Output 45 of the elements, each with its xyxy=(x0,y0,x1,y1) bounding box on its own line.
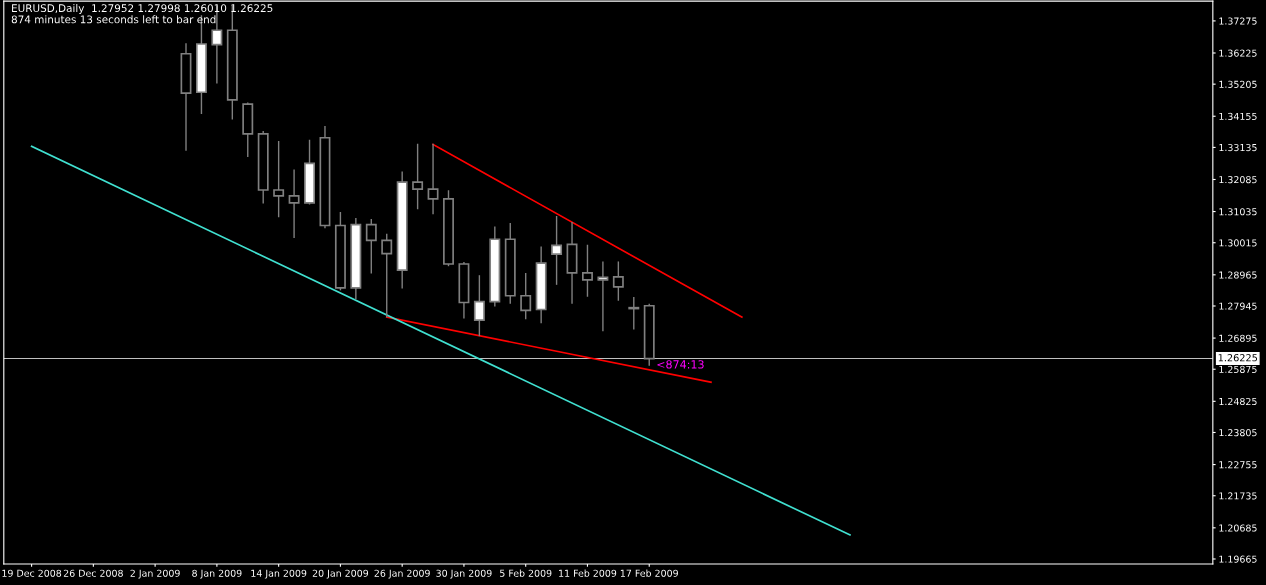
y-tick-label: 1.34155 xyxy=(1219,112,1257,120)
y-tick-label: 1.36225 xyxy=(1219,49,1257,57)
candlestick xyxy=(427,143,439,215)
y-tick-label: 1.22755 xyxy=(1219,461,1257,469)
x-tick-label: 20 Jan 2009 xyxy=(312,569,369,579)
y-tick-label: 1.19665 xyxy=(1219,555,1257,563)
text: 874 minutes 13 seconds left to bar end xyxy=(11,15,216,24)
x-tick-label: 26 Jan 2009 xyxy=(374,569,430,579)
y-tick-label: 1.26895 xyxy=(1219,334,1257,342)
x-tick-label: 5 Feb 2009 xyxy=(500,569,552,577)
candlestick xyxy=(582,244,593,297)
candlestick xyxy=(365,218,377,274)
x-tick-label: 11 Feb 2009 xyxy=(559,569,617,577)
x-tick-label: 19 Dec 2008 xyxy=(2,569,62,577)
x-tick-label: 17 Feb 2009 xyxy=(620,569,678,577)
candlestick xyxy=(551,215,563,285)
y-tick-label: 1.28965 xyxy=(1219,271,1257,279)
y-tick-label: 1.32085 xyxy=(1219,176,1257,184)
y-tick-label: 1.30015 xyxy=(1219,239,1257,247)
x-tick-label: 30 Jan 2009 xyxy=(436,569,492,579)
candlestick xyxy=(520,273,532,320)
candlestick xyxy=(288,169,300,239)
x-tick-label: 8 Jan 2009 xyxy=(192,569,242,579)
annotation: <874:13 xyxy=(657,360,704,369)
y-tick-label: 1.23805 xyxy=(1219,429,1257,437)
candlestick xyxy=(597,261,609,332)
candlestick xyxy=(612,261,624,301)
ref-line-label: 1.26225 xyxy=(1218,354,1258,362)
y-tick-label: 1.33135 xyxy=(1219,143,1257,152)
candlestick xyxy=(412,143,424,210)
candlestick xyxy=(473,275,485,337)
y-tick-label: 1.31035 xyxy=(1219,208,1257,216)
candlestick xyxy=(273,141,285,218)
y-tick-label: 1.20685 xyxy=(1219,524,1257,532)
x-tick-label: 2 Jan 2009 xyxy=(130,569,180,579)
chart-title: EURUSD,Daily 1.27952 1.27998 1.26010 1.26225 xyxy=(12,3,273,15)
y-tick-label: 1.21735 xyxy=(1219,492,1257,500)
y-tick-label: 1.27945 xyxy=(1219,302,1257,310)
x-tick-label: 26 Dec 2008 xyxy=(63,569,123,577)
x-tick-label: 14 Jan 2009 xyxy=(251,569,307,579)
y-tick-label: 1.35205 xyxy=(1219,80,1257,88)
y-tick-label: 1.24825 xyxy=(1219,397,1257,406)
candlestick xyxy=(381,233,393,318)
y-tick-label: 1.37275 xyxy=(1219,17,1257,25)
y-tick-label: 1.25875 xyxy=(1219,365,1257,373)
